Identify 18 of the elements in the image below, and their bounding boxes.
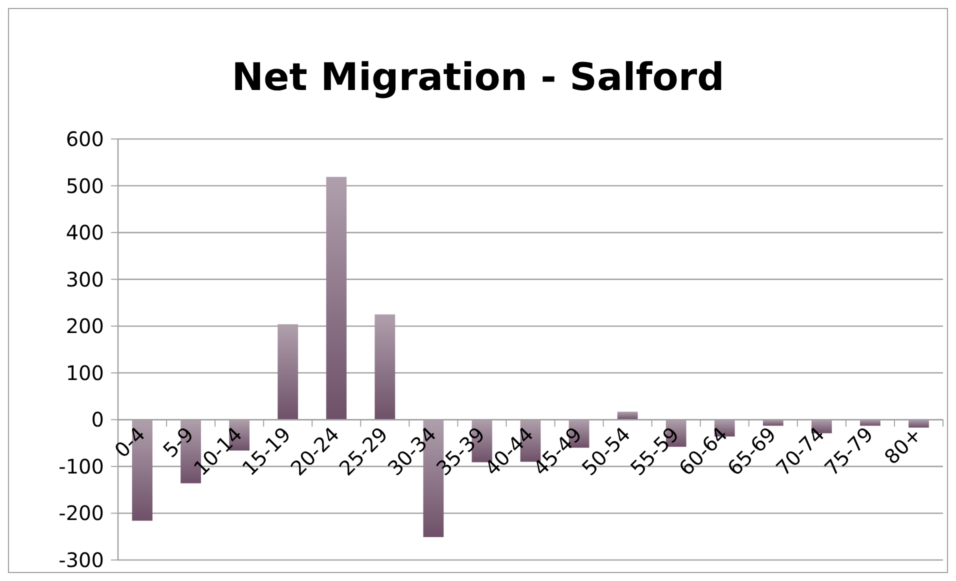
x-tick-label: 0-4 bbox=[110, 422, 150, 462]
y-tick-label: 100 bbox=[66, 360, 104, 385]
y-tick-label: 200 bbox=[66, 314, 104, 338]
y-tick-label: 0 bbox=[91, 408, 104, 432]
y-tick-label: 300 bbox=[66, 267, 104, 292]
y-tick-label: 600 bbox=[66, 127, 104, 151]
y-tick-label: -300 bbox=[58, 548, 104, 572]
y-tick-label: 400 bbox=[66, 220, 104, 245]
y-tick-label: -100 bbox=[58, 454, 104, 478]
y-tick-label: 500 bbox=[66, 174, 104, 198]
bar bbox=[374, 314, 396, 420]
bar bbox=[326, 176, 347, 420]
x-tick-label: 5-9 bbox=[158, 422, 198, 462]
bar bbox=[278, 324, 298, 420]
x-tick-label: 80+ bbox=[879, 422, 926, 470]
chart-title: Net Migration - Salford bbox=[232, 55, 724, 99]
y-tick-label: -200 bbox=[58, 501, 104, 526]
bar bbox=[617, 412, 638, 420]
